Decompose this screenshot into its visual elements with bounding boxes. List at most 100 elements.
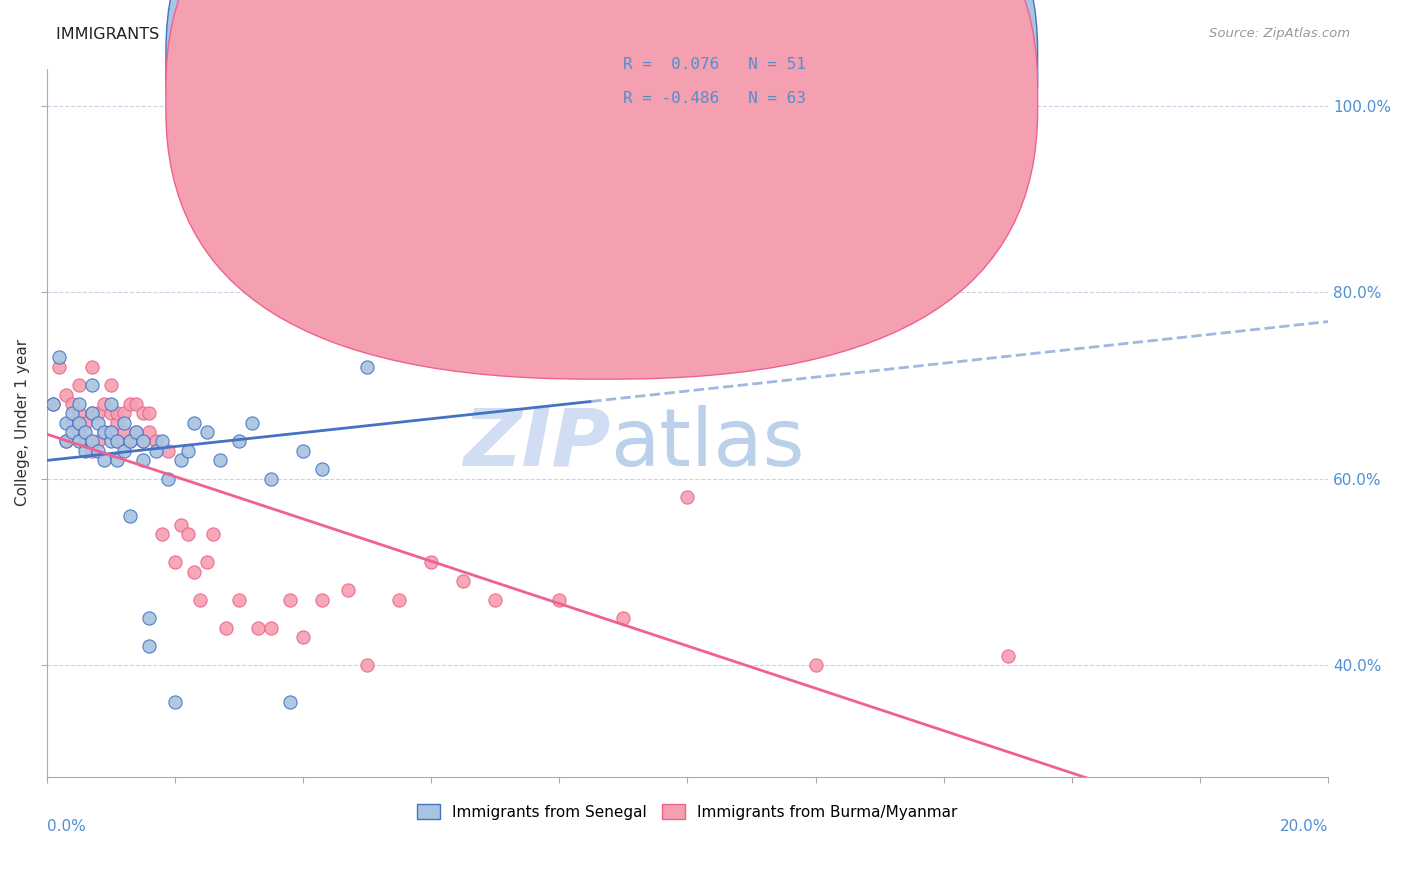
Point bbox=[1220, 779, 1243, 793]
Point bbox=[336, 583, 359, 598]
Point bbox=[80, 434, 103, 449]
Point bbox=[150, 527, 173, 541]
Point bbox=[170, 453, 193, 467]
Point bbox=[105, 453, 128, 467]
Text: 20.0%: 20.0% bbox=[1279, 819, 1329, 834]
Point bbox=[93, 425, 115, 439]
Point bbox=[125, 425, 148, 439]
Point bbox=[125, 425, 148, 439]
Point bbox=[228, 434, 250, 449]
Point bbox=[195, 425, 218, 439]
Point bbox=[228, 592, 250, 607]
Point bbox=[87, 406, 110, 420]
Point bbox=[176, 527, 198, 541]
Point bbox=[105, 416, 128, 430]
Point bbox=[157, 443, 180, 458]
Point bbox=[183, 565, 205, 579]
Point bbox=[356, 657, 378, 672]
Point bbox=[105, 406, 128, 420]
Point bbox=[260, 621, 283, 635]
Point bbox=[138, 640, 160, 654]
Point bbox=[75, 434, 97, 449]
Point bbox=[260, 471, 283, 485]
Point bbox=[132, 453, 155, 467]
Point bbox=[118, 508, 141, 523]
Point bbox=[93, 397, 115, 411]
Point bbox=[215, 621, 238, 635]
Text: Source: ZipAtlas.com: Source: ZipAtlas.com bbox=[1209, 27, 1350, 40]
Point bbox=[145, 443, 167, 458]
Point bbox=[93, 453, 115, 467]
Point bbox=[105, 434, 128, 449]
Text: IMMIGRANTS FROM SENEGAL VS IMMIGRANTS FROM BURMA/MYANMAR COLLEGE, UNDER 1 YEAR C: IMMIGRANTS FROM SENEGAL VS IMMIGRANTS FR… bbox=[56, 27, 1017, 42]
Point bbox=[157, 471, 180, 485]
Point bbox=[48, 351, 70, 365]
Point bbox=[484, 248, 506, 262]
Text: 0.0%: 0.0% bbox=[46, 819, 86, 834]
Point bbox=[247, 621, 270, 635]
Point bbox=[138, 406, 160, 420]
Point bbox=[451, 574, 474, 588]
Point bbox=[548, 592, 571, 607]
Point bbox=[55, 416, 77, 430]
Point bbox=[278, 695, 301, 709]
Point bbox=[150, 434, 173, 449]
Point bbox=[100, 425, 122, 439]
Point bbox=[125, 397, 148, 411]
Point bbox=[132, 406, 155, 420]
Point bbox=[75, 416, 97, 430]
Point bbox=[388, 592, 411, 607]
Point bbox=[48, 359, 70, 374]
Point bbox=[112, 443, 135, 458]
Text: R = -0.486   N = 63: R = -0.486 N = 63 bbox=[623, 91, 806, 105]
Point bbox=[67, 416, 90, 430]
Point bbox=[100, 434, 122, 449]
Point bbox=[80, 406, 103, 420]
Point bbox=[80, 378, 103, 392]
Point bbox=[484, 592, 506, 607]
Text: R =  0.076   N = 51: R = 0.076 N = 51 bbox=[623, 57, 806, 71]
Point bbox=[60, 425, 83, 439]
Point bbox=[291, 443, 314, 458]
Point bbox=[75, 443, 97, 458]
Point bbox=[676, 490, 699, 504]
Point bbox=[112, 416, 135, 430]
Point bbox=[87, 443, 110, 458]
Point bbox=[87, 434, 110, 449]
Point bbox=[132, 434, 155, 449]
Point bbox=[67, 434, 90, 449]
Point bbox=[195, 555, 218, 569]
Point bbox=[42, 397, 65, 411]
Point bbox=[208, 453, 231, 467]
Point bbox=[163, 555, 186, 569]
Point bbox=[311, 462, 333, 476]
Point bbox=[42, 397, 65, 411]
Point bbox=[612, 611, 634, 625]
Point bbox=[170, 518, 193, 533]
Point bbox=[105, 434, 128, 449]
Point bbox=[112, 425, 135, 439]
Point bbox=[100, 397, 122, 411]
Text: atlas: atlas bbox=[610, 405, 804, 483]
Point bbox=[311, 592, 333, 607]
Y-axis label: College, Under 1 year: College, Under 1 year bbox=[15, 339, 30, 506]
Point bbox=[420, 332, 443, 346]
Point bbox=[80, 359, 103, 374]
Point bbox=[581, 359, 603, 374]
Point bbox=[55, 434, 77, 449]
Text: ZIP: ZIP bbox=[463, 405, 610, 483]
Point bbox=[138, 611, 160, 625]
Point bbox=[80, 443, 103, 458]
Point bbox=[67, 425, 90, 439]
Point bbox=[176, 443, 198, 458]
Point bbox=[132, 434, 155, 449]
Point bbox=[202, 527, 225, 541]
Point bbox=[145, 434, 167, 449]
Point bbox=[163, 695, 186, 709]
Point bbox=[190, 592, 212, 607]
Point bbox=[55, 387, 77, 401]
Point bbox=[240, 416, 263, 430]
Point bbox=[118, 434, 141, 449]
Point bbox=[138, 425, 160, 439]
Point bbox=[183, 416, 205, 430]
